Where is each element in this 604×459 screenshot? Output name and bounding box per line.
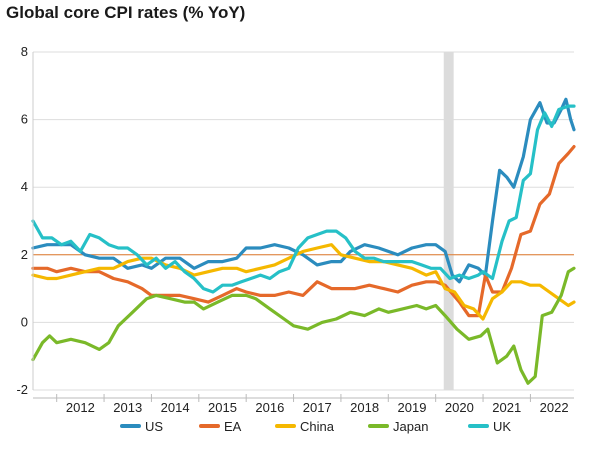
axis-layer: -2 0 2 4 6 8 2012 2013 2014 2015 2016 2017 2018 2019 2… [16,44,574,415]
x-tick-label: 2014 [161,400,190,415]
y-tick-label: 0 [21,314,28,329]
series-line-japan [31,266,576,385]
series-layer [31,97,576,385]
x-tick-label: 2012 [66,400,95,415]
legend-label-ea: EA [224,419,242,434]
y-tick-label: 4 [21,179,28,194]
y-tick-label: 8 [21,44,28,59]
series-line-ea [31,145,576,318]
chart-title: Global core CPI rates (% YoY) [6,3,246,22]
y-tick-label: -2 [16,382,28,397]
x-tick-label: 2019 [398,400,427,415]
legend-label-uk: UK [493,419,511,434]
x-tick-label: 2015 [208,400,237,415]
y-tick-label: 2 [21,247,28,262]
shaded-period [443,52,454,390]
x-tick-label: 2016 [255,400,284,415]
legend-label-us: US [145,419,163,434]
shade-layer [443,52,454,390]
legend: US EA China Japan UK [120,419,511,434]
legend-label-japan: Japan [393,419,428,434]
series-line-uk [31,104,576,294]
x-tick-label: 2018 [350,400,379,415]
y-tick-label: 6 [21,112,28,127]
x-tick-label: 2021 [492,400,521,415]
x-tick-label: 2022 [540,400,569,415]
series-line-us [31,97,576,284]
series-line-china [31,243,576,321]
x-tick-label: 2017 [303,400,332,415]
legend-label-china: China [300,419,335,434]
x-tick-label: 2013 [113,400,142,415]
x-tick-label: 2020 [445,400,474,415]
